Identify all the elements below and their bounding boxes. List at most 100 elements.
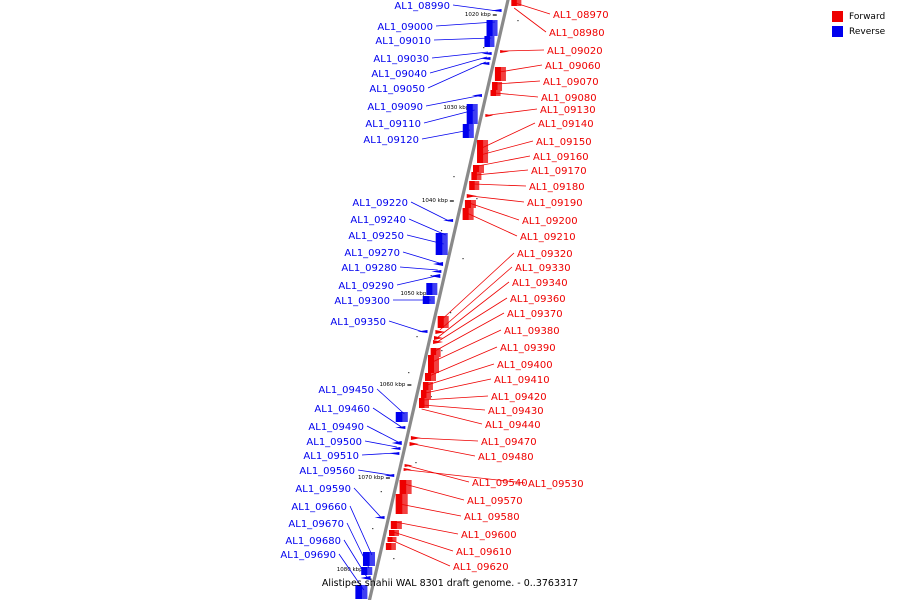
- gene-label: AL1_09320: [517, 249, 573, 260]
- leader-line: [343, 539, 368, 578]
- gene-label: AL1_09440: [485, 420, 541, 431]
- leader-line: [357, 469, 391, 476]
- forward-gene-arrow: [422, 382, 433, 390]
- gene-shade: [426, 390, 431, 399]
- forward-gene-arrow: [500, 50, 510, 53]
- reverse-gene-arrow: [426, 283, 438, 295]
- leader-line: [439, 266, 513, 331]
- leader-line: [442, 252, 515, 320]
- gene-arrowhead: [389, 452, 400, 455]
- forward-gene-arrow: [437, 316, 449, 328]
- forward-gene-arrow: [399, 480, 412, 494]
- gene-label: AL1_09470: [481, 437, 537, 448]
- gene-shade: [489, 36, 495, 47]
- leader-line: [513, 7, 547, 33]
- gene-shade: [434, 355, 439, 373]
- forward-gene-arrow: [485, 114, 494, 117]
- gene-arrowhead: [481, 52, 492, 55]
- leader-line: [515, 2, 551, 15]
- leader-line: [504, 49, 545, 52]
- forward-gene-arrow: [433, 336, 443, 340]
- gene-label: AL1_09660: [291, 502, 347, 513]
- kbp-label: 1070 kbp: [358, 475, 384, 481]
- gene-body: [469, 181, 480, 190]
- reverse-swatch: [832, 26, 843, 37]
- gene-label: AL1_09070: [543, 77, 599, 88]
- gene-arrowhead: [471, 94, 482, 97]
- gene-arrowhead: [433, 340, 444, 344]
- gene-label: AL1_09140: [538, 119, 594, 130]
- gene-label: AL1_09290: [338, 281, 394, 292]
- gene-arrowhead: [433, 262, 444, 266]
- gene-arrowhead: [480, 57, 491, 60]
- gene-label: AL1_09420: [491, 392, 547, 403]
- leader-line: [408, 465, 470, 483]
- leader-line: [496, 80, 541, 85]
- gene-label: AL1_08970: [553, 10, 609, 21]
- reverse-gene-arrow: [435, 233, 448, 255]
- gene-body: [464, 200, 476, 208]
- leader-line: [396, 275, 437, 286]
- leader-line: [434, 312, 505, 352]
- gene-label: AL1_09110: [365, 119, 421, 130]
- gene-arrowhead: [433, 336, 443, 340]
- gene-label: AL1_09500: [306, 437, 362, 448]
- gene-label: AL1_09200: [522, 216, 578, 227]
- gene-arrowhead: [500, 50, 510, 53]
- gene-label: AL1_09280: [341, 263, 397, 274]
- reverse-gene-arrow: [471, 94, 482, 97]
- forward-gene-arrow: [494, 67, 506, 81]
- forward-gene-arrow: [404, 464, 413, 467]
- gene-label: AL1_09400: [497, 360, 553, 371]
- gene-arrowhead: [360, 576, 371, 580]
- gene-body: [355, 585, 368, 599]
- reverse-gene-arrow: [479, 62, 490, 65]
- leader-line: [427, 61, 486, 89]
- gene-label: AL1_09680: [285, 536, 341, 547]
- gene-shade: [428, 382, 433, 390]
- gene-shade: [470, 200, 476, 208]
- gene-label: AL1_09690: [280, 550, 336, 561]
- gene-shade: [392, 537, 397, 542]
- leader-line: [466, 212, 518, 237]
- gene-label: AL1_09340: [512, 278, 568, 289]
- gene-shade: [472, 104, 478, 124]
- kbp-label: 1060 kbp: [379, 382, 405, 388]
- reverse-gene-arrow: [361, 567, 373, 575]
- leader-line: [429, 346, 498, 377]
- gene-shade: [361, 585, 368, 599]
- forward-gene-arrow: [403, 468, 412, 471]
- gene-label: AL1_09360: [510, 294, 566, 305]
- gene-body: [430, 348, 441, 357]
- track-dot: [380, 491, 382, 493]
- leader-line: [338, 553, 365, 591]
- gene-body: [484, 36, 495, 47]
- gene-arrowhead: [391, 441, 402, 445]
- track-dot: [430, 396, 432, 398]
- kbp-label: 1020 kbp: [465, 12, 491, 18]
- gene-label: AL1_09240: [350, 215, 406, 226]
- gene-body: [472, 165, 484, 173]
- leader-line: [393, 531, 454, 552]
- gene-body: [466, 104, 478, 124]
- forward-gene-arrow: [390, 521, 402, 529]
- gene-label: AL1_09160: [533, 152, 589, 163]
- gene-label: AL1_09670: [288, 519, 344, 530]
- gene-label: AL1_09590: [295, 484, 351, 495]
- leader-line: [408, 218, 446, 236]
- gene-body: [426, 283, 438, 295]
- gene-label: AL1_09150: [536, 137, 592, 148]
- gene-shade: [431, 373, 436, 381]
- leader-line: [433, 37, 492, 41]
- forward-gene-arrow: [477, 140, 489, 163]
- genome-caption: Alistipes shahii WAL 8301 draft genome. …: [321, 578, 579, 589]
- gene-label: AL1_09040: [371, 69, 427, 80]
- leader-line: [421, 129, 471, 140]
- gene-label: AL1_09190: [527, 198, 583, 209]
- forward-gene-arrow: [427, 355, 439, 373]
- leader-line: [499, 64, 543, 73]
- forward-gene-arrow: [430, 348, 441, 357]
- gene-label: AL1_09330: [515, 263, 571, 274]
- gene-shade: [492, 20, 498, 36]
